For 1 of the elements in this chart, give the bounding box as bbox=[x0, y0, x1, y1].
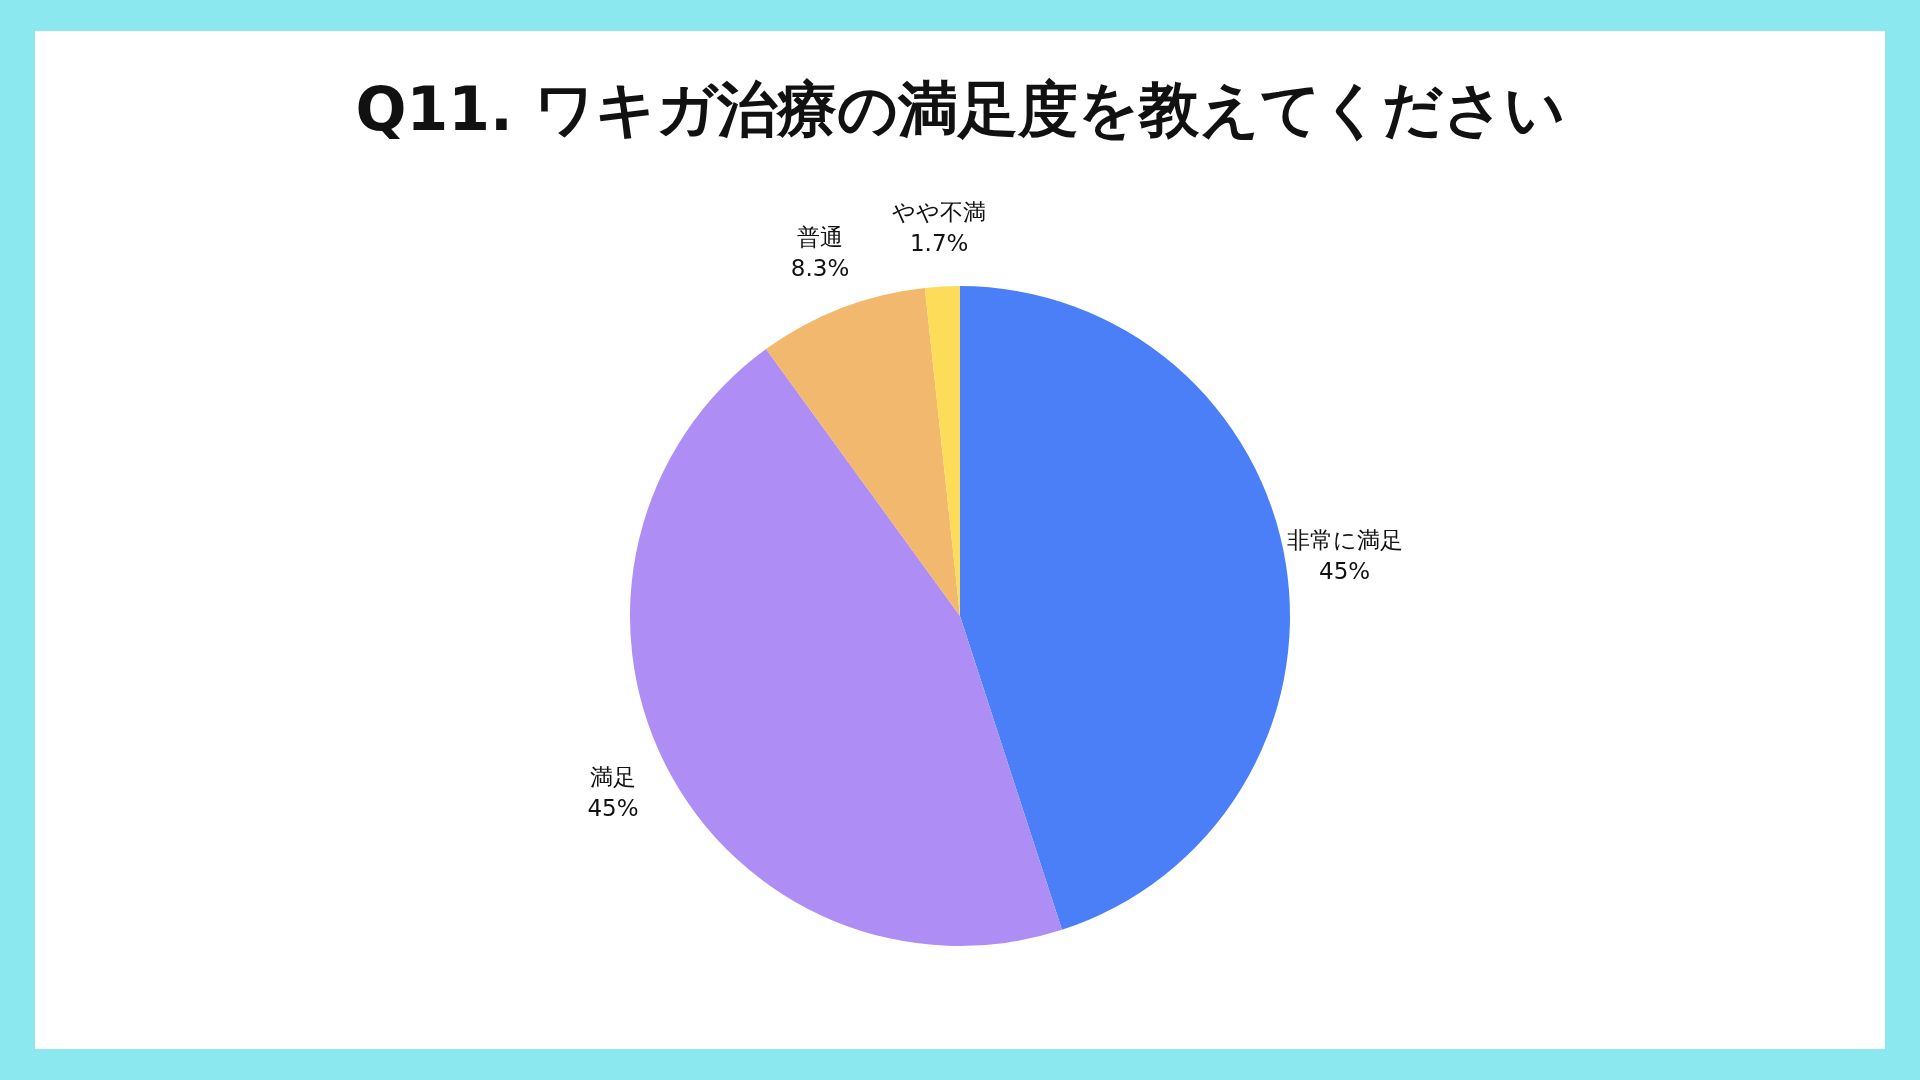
title: Q11. ワキガ治療の満足度を教えてください bbox=[355, 74, 1565, 144]
